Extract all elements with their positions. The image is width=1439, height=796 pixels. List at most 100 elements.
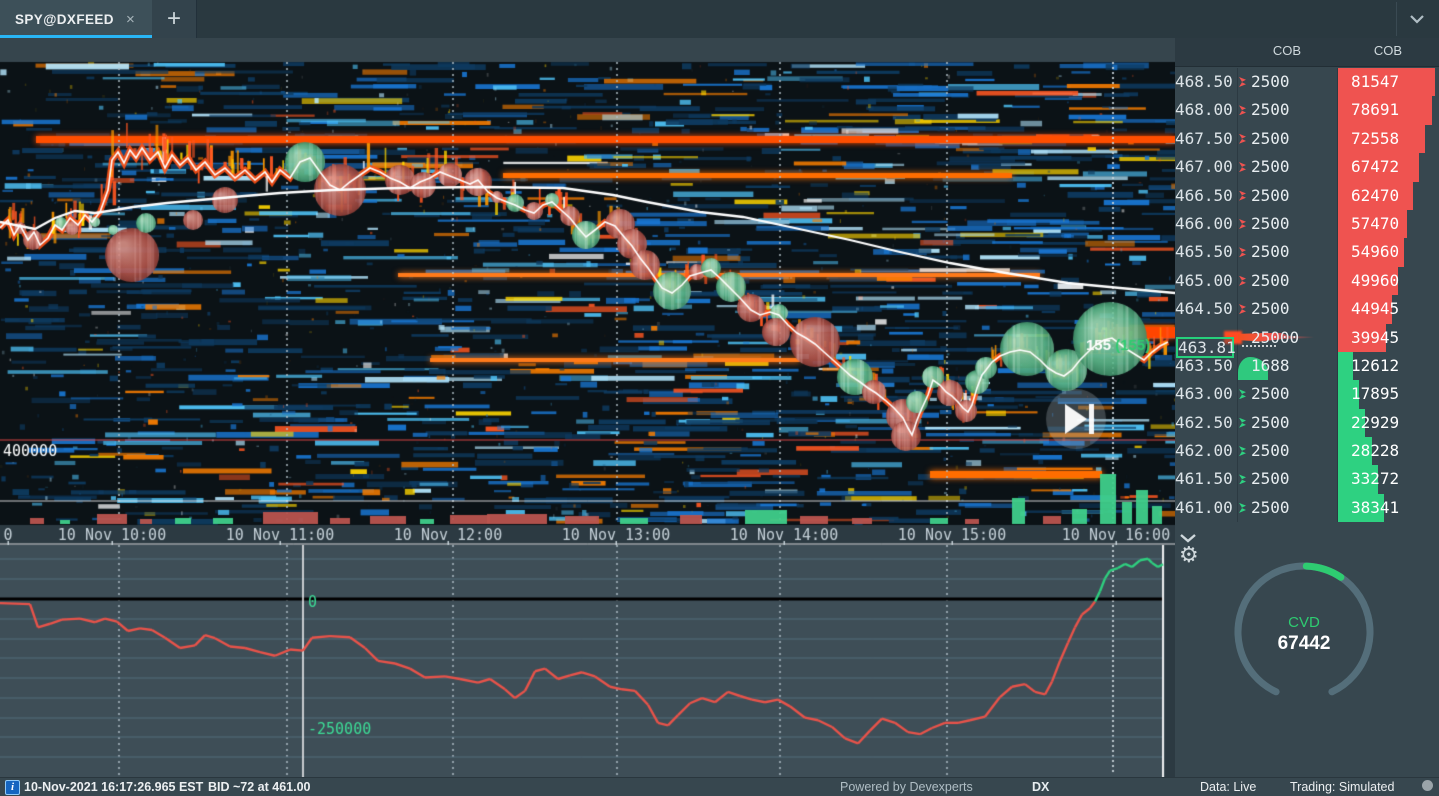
price-cell: 467.00 <box>1175 157 1233 177</box>
status-bid-text: BID ~72 at 461.00 <box>208 780 311 794</box>
ladder-row[interactable]: 463.00 2500 17895 <box>1175 380 1439 409</box>
gauge-label: CVD <box>1288 614 1320 631</box>
bid-qty-cell[interactable]: 2500 <box>1237 209 1338 239</box>
depth-arrow-icon <box>1239 218 1246 229</box>
ladder-row[interactable]: 466.50 2500 62470 <box>1175 181 1439 210</box>
cob-cell[interactable]: 38341 <box>1337 493 1439 523</box>
price-cell: 461.00 <box>1175 497 1233 517</box>
cob-cell[interactable]: 33272 <box>1337 465 1439 494</box>
cob-cell[interactable]: 39945 <box>1337 323 1439 352</box>
bid-qty-cell[interactable]: 2500 <box>1237 380 1338 409</box>
price-cell: 468.00 <box>1175 100 1233 120</box>
new-tab-button[interactable]: + <box>152 0 197 38</box>
tab-close-icon[interactable]: × <box>125 10 135 28</box>
cob-cell[interactable]: 22929 <box>1337 408 1439 438</box>
cob-cell[interactable]: 62470 <box>1337 181 1439 210</box>
powered-by-text: Powered by Devexperts <box>840 780 973 794</box>
depth-spike <box>1238 332 1314 342</box>
cob-cell[interactable]: 72558 <box>1337 124 1439 154</box>
price-cell: 461.50 <box>1175 469 1233 489</box>
ladder-row[interactable]: 465.00 2500 49960 <box>1175 266 1439 296</box>
depth-arrow-icon <box>1239 105 1246 116</box>
cob-bar <box>1338 68 1435 97</box>
dom-ladder-panel: COB COB 468.50 2500 81547 468.00 2500 78691 46… <box>1175 38 1439 777</box>
cob-bar <box>1338 351 1353 381</box>
bid-qty-cell[interactable]: 2500 <box>1237 493 1338 523</box>
ladder-row[interactable]: 461.50 2500 33272 <box>1175 465 1439 494</box>
bid-qty-cell[interactable]: 2500 <box>1237 437 1338 466</box>
ladder-row[interactable]: 468.50 2500 81547 <box>1175 68 1439 97</box>
cob-cell[interactable]: 78691 <box>1337 96 1439 125</box>
bid-qty-cell[interactable]: 25000 <box>1224 323 1338 352</box>
price-cell: 468.50 <box>1175 72 1233 91</box>
depth-arrow-icon <box>1239 502 1246 513</box>
depth-arrow-icon <box>1239 133 1246 144</box>
bid-qty-cell[interactable]: 2500 <box>1237 153 1338 182</box>
cob-bar <box>1338 465 1378 494</box>
cob-column-header-2: COB <box>1373 43 1403 58</box>
ladder-row[interactable]: 462.50 2500 22929 <box>1175 408 1439 438</box>
depth-arrow-icon <box>1239 190 1246 201</box>
ladder-collapse-chevron-icon[interactable] <box>1179 528 1209 544</box>
cob-cell[interactable]: 57470 <box>1337 209 1439 239</box>
ladder-row[interactable]: 25000 39945 463.81 <box>1175 323 1439 358</box>
cob-cell[interactable]: 81547 <box>1337 68 1439 97</box>
bid-qty-cell[interactable]: 2500 <box>1237 295 1338 324</box>
bid-qty-cell[interactable]: 2500 <box>1237 465 1338 494</box>
cob-cell[interactable]: 44945 <box>1337 295 1439 324</box>
depth-arrow-icon <box>1239 162 1246 173</box>
cob-cell[interactable]: 12612 <box>1337 351 1439 381</box>
ladder-row[interactable]: 464.50 2500 44945 <box>1175 295 1439 324</box>
dotted-marker <box>1242 344 1276 347</box>
chevron-down-icon[interactable] <box>1396 2 1437 36</box>
ladder-row[interactable]: 465.50 2500 54960 <box>1175 238 1439 267</box>
info-icon[interactable]: i <box>5 780 20 795</box>
cob-cell[interactable]: 28228 <box>1337 437 1439 466</box>
cob-bar <box>1338 153 1419 182</box>
ladder-row[interactable]: 462.00 2500 28228 <box>1175 437 1439 466</box>
active-tab-underline <box>0 35 152 38</box>
ladder-row[interactable]: 463.50 1688 12612 <box>1175 351 1439 381</box>
price-cell: 465.00 <box>1175 270 1233 290</box>
depth-arrow-icon <box>1239 417 1246 428</box>
data-mode-label: Data: Live <box>1200 780 1257 794</box>
ladder-row[interactable]: 467.50 2500 72558 <box>1175 124 1439 154</box>
price-cell: 465.50 <box>1175 242 1233 262</box>
bid-qty-cell[interactable]: 2500 <box>1237 96 1338 125</box>
bid-qty-cell[interactable]: 1688 <box>1237 351 1338 381</box>
price-cell: 467.50 <box>1175 128 1233 148</box>
depth-arrow-icon <box>1239 77 1246 87</box>
bid-qty-cell[interactable]: 2500 <box>1237 68 1338 97</box>
price-cell: 466.00 <box>1175 213 1233 233</box>
price-cell: 463.50 <box>1175 355 1233 375</box>
cob-cell[interactable]: 54960 <box>1337 238 1439 267</box>
bid-qty-cell[interactable]: 2500 <box>1237 181 1338 210</box>
ladder-row[interactable]: 468.00 2500 78691 <box>1175 96 1439 125</box>
settings-gear-icon[interactable]: ⚙︎ <box>1179 543 1199 568</box>
bookmap-heatmap-chart[interactable] <box>0 38 1175 777</box>
cob-bar <box>1338 437 1372 466</box>
depth-arrow-icon <box>1239 389 1246 400</box>
price-cell: 463.00 <box>1175 384 1233 404</box>
price-cell: 462.00 <box>1175 441 1233 461</box>
cvd-gauge: CVD 67442 <box>1224 548 1384 708</box>
connection-status-dot[interactable] <box>1422 780 1433 791</box>
bid-qty-cell[interactable]: 2500 <box>1237 238 1338 267</box>
ladder-row[interactable]: 461.00 2500 38341 <box>1175 493 1439 523</box>
cob-cell[interactable]: 17895 <box>1337 380 1439 409</box>
status-timestamp: 10-Nov-2021 16:17:26.965 EST <box>24 780 204 794</box>
cob-cell[interactable]: 67472 <box>1337 153 1439 182</box>
tab-spy-dxfeed[interactable]: SPY@DXFEED × <box>0 0 153 38</box>
bid-qty-cell[interactable]: 2500 <box>1237 266 1338 296</box>
tab-label: SPY@DXFEED <box>15 11 114 27</box>
bid-qty-cell[interactable]: 2500 <box>1237 124 1338 154</box>
cob-cell[interactable]: 49960 <box>1337 266 1439 296</box>
ladder-rows: 468.50 2500 81547 468.00 2500 78691 467.50 2500… <box>1175 68 1439 523</box>
gauge-value: 67442 <box>1278 633 1331 654</box>
price-cell: 464.50 <box>1175 299 1233 319</box>
ladder-row[interactable]: 467.00 2500 67472 <box>1175 153 1439 182</box>
ladder-row[interactable]: 466.00 2500 57470 <box>1175 209 1439 239</box>
price-cell: 462.50 <box>1175 412 1233 432</box>
bid-qty-cell[interactable]: 2500 <box>1237 408 1338 438</box>
